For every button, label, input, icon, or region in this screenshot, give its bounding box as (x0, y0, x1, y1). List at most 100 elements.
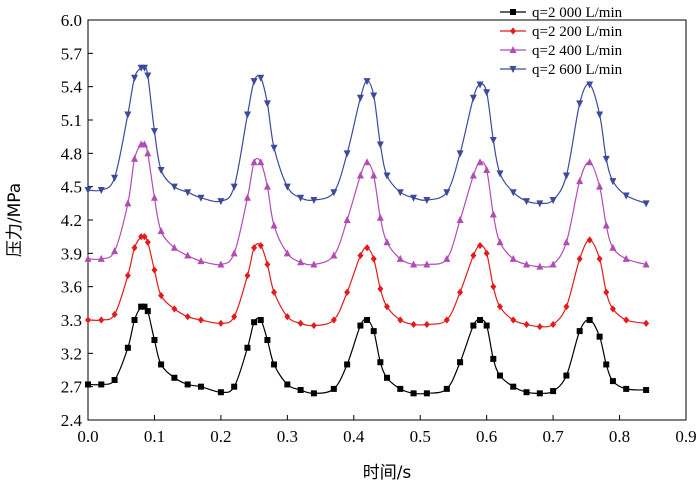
data-point (271, 361, 278, 368)
data-point (576, 328, 583, 335)
data-point (443, 189, 451, 197)
data-point (586, 236, 593, 244)
data-point (251, 319, 258, 326)
data-point (257, 74, 265, 82)
legend-marker (509, 46, 517, 53)
x-tick-label: 0.7 (542, 427, 564, 446)
data-point (217, 198, 225, 206)
data-point (270, 221, 278, 229)
y-tick-label: 5.4 (61, 78, 83, 97)
data-point (586, 81, 594, 89)
data-point (623, 316, 630, 324)
data-point (496, 238, 504, 246)
y-tick-label: 5.1 (61, 111, 82, 130)
data-point (111, 310, 118, 319)
y-tick-label: 3.3 (61, 311, 82, 330)
data-point (443, 385, 450, 392)
data-point (643, 319, 650, 327)
y-tick-label: 2.4 (61, 411, 83, 430)
data-point (443, 316, 450, 324)
y-axis-title: 压力/MPa (5, 183, 25, 257)
data-point (284, 381, 291, 388)
series-4 (84, 64, 650, 208)
y-tick-label: 4.5 (61, 178, 82, 197)
legend-label: q=2 000 L/min (532, 5, 623, 21)
data-point (383, 172, 391, 180)
data-point (330, 316, 337, 324)
data-point (140, 64, 148, 72)
data-point (496, 303, 503, 311)
data-point (257, 317, 264, 323)
data-point (456, 216, 464, 223)
data-point (124, 344, 131, 351)
data-point (643, 387, 650, 393)
data-point (244, 344, 251, 351)
x-tick-label: 0.3 (277, 427, 298, 446)
x-tick-label: 0.1 (144, 427, 165, 446)
data-point (609, 378, 616, 385)
data-point (297, 387, 304, 393)
data-point (356, 171, 364, 179)
data-point (297, 258, 305, 266)
data-point (330, 189, 338, 197)
data-point (310, 197, 318, 204)
x-tick-label: 0.6 (476, 427, 497, 446)
y-tick-label: 3.6 (61, 278, 82, 297)
data-point (330, 385, 337, 392)
data-point (343, 150, 351, 158)
y-tick-label: 4.2 (61, 211, 82, 230)
data-point (509, 189, 517, 197)
y-tick-label: 5.7 (61, 44, 83, 63)
legend-item: q=2 400 L/min (500, 43, 623, 59)
data-point (596, 255, 603, 263)
data-point (264, 260, 271, 269)
x-tick-label: 0.4 (343, 427, 365, 446)
data-point (376, 213, 384, 221)
data-point (343, 216, 351, 223)
data-point (357, 251, 364, 260)
data-point (483, 166, 491, 173)
data-point (310, 390, 317, 397)
legend-marker (510, 9, 516, 15)
y-tick-label: 4.8 (61, 144, 82, 163)
legend-item: q=2 600 L/min (500, 62, 623, 78)
data-point (623, 385, 630, 392)
data-point (284, 313, 291, 321)
data-point (344, 361, 351, 368)
x-tick-label: 0.0 (77, 427, 98, 446)
data-point (490, 283, 497, 291)
data-point (377, 285, 384, 293)
data-point (257, 158, 265, 166)
data-point (622, 192, 630, 200)
series-2 (85, 233, 650, 331)
data-point (576, 255, 583, 263)
series-3 (84, 140, 650, 270)
data-point (396, 189, 404, 197)
data-point (642, 260, 650, 268)
y-tick-label: 6.0 (61, 11, 82, 30)
data-point (562, 172, 570, 180)
data-point (151, 337, 158, 343)
data-point (549, 197, 557, 204)
data-point (510, 383, 517, 390)
data-point (364, 317, 371, 323)
data-point (158, 361, 165, 368)
data-point (230, 183, 238, 191)
legend-label: q=2 200 L/min (532, 24, 623, 40)
data-point (131, 74, 139, 82)
data-point (490, 355, 497, 362)
legend-item: q=2 200 L/min (500, 24, 623, 40)
data-point (457, 359, 464, 366)
data-point (138, 303, 145, 310)
data-point (141, 233, 148, 241)
data-point (244, 271, 251, 280)
data-point (184, 381, 191, 388)
data-point (257, 241, 264, 250)
data-point (457, 288, 464, 296)
data-point (384, 374, 390, 381)
data-point (470, 251, 477, 260)
data-point (310, 260, 318, 268)
data-point (270, 144, 278, 152)
data-point (423, 260, 431, 268)
data-point (330, 251, 338, 259)
